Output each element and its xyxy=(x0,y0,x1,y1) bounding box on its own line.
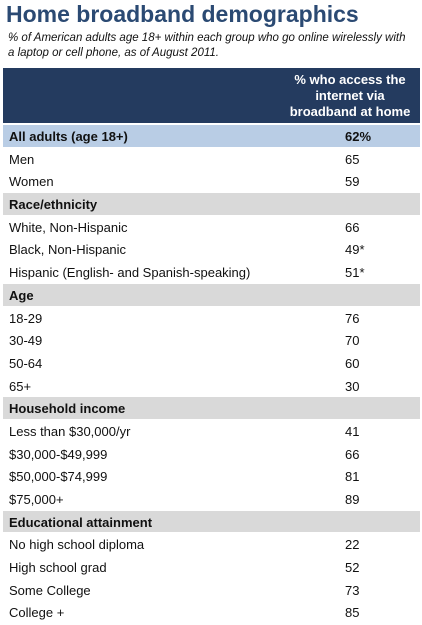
row-label: 18-29 xyxy=(9,310,43,326)
table-row: $30,000-$49,999 66 xyxy=(3,443,420,466)
row-label: Age xyxy=(9,287,34,303)
row-label: Men xyxy=(9,151,35,167)
table-row: Men 65 xyxy=(3,148,420,171)
row-value: 76 xyxy=(345,310,360,326)
row-label: Hispanic (English- and Spanish-speaking) xyxy=(9,265,251,281)
row-label: All adults (age 18+) xyxy=(9,129,128,144)
row-value: 30 xyxy=(345,378,360,394)
table: % who access the internet via broadband … xyxy=(3,68,420,625)
row-label: $75,000+ xyxy=(9,492,64,507)
table-row: 50-64 60 xyxy=(3,352,420,375)
table-row: College + 85 xyxy=(3,601,420,625)
table-row: White, Non-Hispanic 66 xyxy=(3,216,420,239)
row-label: Black, Non-Hispanic xyxy=(9,242,127,258)
row-label: Household income xyxy=(9,401,126,417)
row-label: Women xyxy=(9,174,54,190)
row-value: 49* xyxy=(345,242,365,258)
row-value: 81 xyxy=(345,469,360,485)
table-row: $50,000-$74,999 81 xyxy=(3,465,420,488)
table-row: Hispanic (English- and Spanish-speaking)… xyxy=(3,261,420,284)
row-label: $30,000-$49,999 xyxy=(9,446,108,462)
row-label: Less than $30,000/yr xyxy=(9,423,131,439)
row-label: College + xyxy=(9,605,65,621)
table-row: 30-49 70 xyxy=(3,329,420,352)
column-header: % who access the internet via broadband … xyxy=(289,72,411,119)
row-label: 50-64 xyxy=(9,355,43,371)
row-value: 89 xyxy=(345,492,360,507)
table-row: Less than $30,000/yr 41 xyxy=(3,420,420,443)
row-value: 60 xyxy=(345,355,360,371)
table-row: Some College 73 xyxy=(3,579,420,602)
row-label: High school grad xyxy=(9,560,107,576)
table-row: 18-29 76 xyxy=(3,307,420,330)
row-label: Race/ethnicity xyxy=(9,197,98,213)
row-value: 52 xyxy=(345,560,360,576)
row-value: 73 xyxy=(345,582,360,598)
row-label: Educational attainment xyxy=(9,514,153,530)
row-value: 65 xyxy=(345,151,360,167)
row-label: No high school diploma xyxy=(9,537,145,553)
row-label: 30-49 xyxy=(9,333,43,349)
table-row: Educational attainment xyxy=(3,510,420,534)
row-label: 65+ xyxy=(9,378,32,394)
table-row: High school grad 52 xyxy=(3,556,420,579)
table-row: Women 59 xyxy=(3,170,420,194)
table-row: All adults (age 18+) 62% xyxy=(3,125,420,148)
subtitle: % of American adults age 18+ within each… xyxy=(8,32,406,59)
table-row: Age xyxy=(3,283,420,307)
table-row: $75,000+ 89 xyxy=(3,488,420,511)
row-label: Some College xyxy=(9,582,91,598)
row-value: 62% xyxy=(345,129,372,144)
row-value: 66 xyxy=(345,446,360,462)
row-value: 85 xyxy=(345,605,360,621)
table-row: Black, Non-Hispanic 49* xyxy=(3,238,420,262)
table-row: 65+ 30 xyxy=(3,375,420,398)
row-value: 41 xyxy=(345,423,360,439)
row-label: White, Non-Hispanic xyxy=(9,219,128,235)
table-header: % who access the internet via broadband … xyxy=(3,68,420,125)
row-value: 66 xyxy=(345,219,360,235)
row-value: 59 xyxy=(345,174,360,190)
table-row: Household income xyxy=(3,397,420,420)
row-label: $50,000-$74,999 xyxy=(9,469,108,485)
row-value: 51* xyxy=(345,265,365,281)
table-row: Race/ethnicity xyxy=(3,193,420,216)
row-value: 70 xyxy=(345,333,360,349)
table-row: No high school diploma 22 xyxy=(3,533,420,557)
title: Home broadband demographics xyxy=(6,1,359,27)
row-value: 22 xyxy=(345,537,360,553)
